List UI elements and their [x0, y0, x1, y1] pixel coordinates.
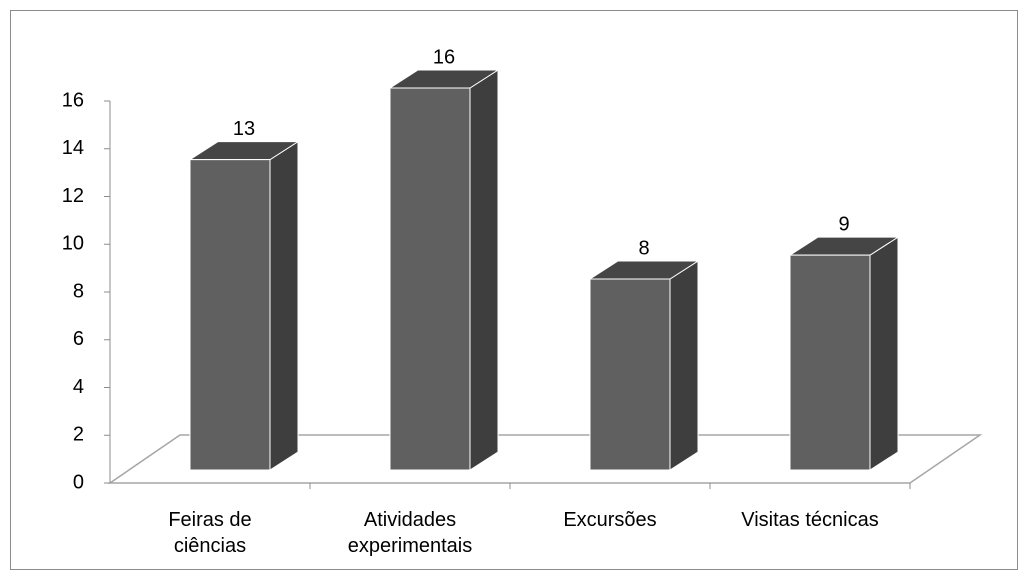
- bar-side: [469, 69, 499, 471]
- y-tick-label: 10: [62, 233, 84, 255]
- x-tick-label: Feiras de ciências: [168, 509, 252, 557]
- value-label: 13: [233, 118, 255, 140]
- bar-side: [269, 140, 299, 471]
- y-tick-label: 0: [73, 471, 84, 493]
- x-tick-label: Visitas técnicas: [741, 509, 879, 531]
- y-tick-label: 12: [62, 185, 84, 207]
- value-label: 16: [433, 46, 455, 68]
- value-label: 8: [638, 237, 649, 259]
- y-tick-label: 16: [62, 89, 84, 111]
- x-tick-label: Excursões: [563, 509, 657, 531]
- bar: [789, 254, 871, 471]
- chart-border: [10, 10, 1018, 570]
- y-tick-label: 2: [73, 424, 84, 446]
- y-tick-label: 6: [73, 328, 84, 350]
- bar: [589, 278, 671, 471]
- bar-side: [669, 260, 699, 471]
- value-label: 9: [838, 213, 849, 235]
- x-tick-label: Atividades experimentais: [347, 509, 473, 557]
- floor: [107, 434, 983, 484]
- y-tick-label: 14: [62, 137, 84, 159]
- bar: [189, 159, 271, 471]
- bar-side: [869, 236, 899, 471]
- y-tick-label: 8: [73, 280, 84, 302]
- y-tick-label: 4: [73, 376, 84, 398]
- bar: [389, 87, 471, 471]
